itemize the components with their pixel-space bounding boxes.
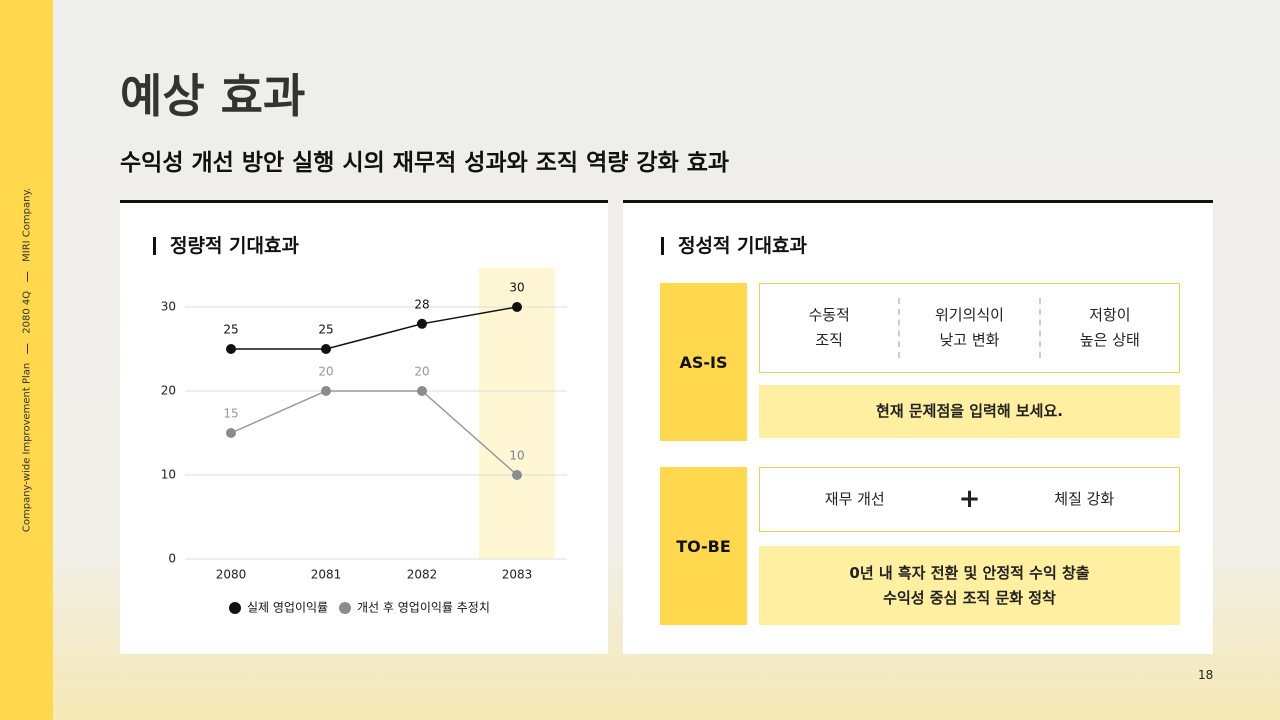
value-label: 30	[509, 281, 524, 295]
plan-name: Company-wide Improvement Plan	[21, 362, 33, 533]
sidebar	[0, 0, 53, 720]
value-label: 10	[509, 449, 524, 463]
to-be-item: 재무 개선	[824, 490, 885, 508]
separator	[26, 343, 28, 354]
y-tick-label: 0	[168, 552, 176, 566]
period: 2080 4Q	[21, 290, 33, 334]
y-tick-label: 30	[161, 300, 176, 314]
y-tick-label: 10	[161, 468, 176, 482]
value-label: 15	[223, 407, 238, 421]
x-tick-label: 2080	[216, 568, 247, 582]
series-line	[231, 306, 518, 350]
point	[512, 302, 522, 312]
to-be-note: 0년 내 흑자 전환 및 안정적 수익 창출 수익성 중심 조직 문화 정착	[759, 546, 1180, 625]
as-is-label: AS-IS	[660, 283, 747, 441]
panel-heading: 정성적 기대효과	[661, 237, 807, 256]
title: 예상 효과	[120, 69, 306, 123]
legend-marker	[339, 602, 351, 614]
to-be-label: TO-BE	[660, 467, 747, 625]
series-line	[230, 390, 518, 476]
as-is-note: 현재 문제점을 입력해 보세요.	[759, 385, 1180, 438]
separator	[26, 271, 28, 282]
company: MIRI Company.	[21, 187, 33, 262]
x-tick-label: 2082	[407, 568, 438, 582]
point	[417, 386, 427, 396]
value-label: 28	[414, 297, 429, 311]
divider	[898, 298, 901, 358]
as-is-items: 수동적 조직 위기의식이 낮고 변화 저항이 높은 상태	[759, 283, 1180, 373]
left-panel: 정량적 기대효과 0 10 20 30 2080 2081 2082 2083 25 25 28 30…	[120, 200, 608, 654]
subtitle: 수익성 개선 방안 실행 시의 재무적 성과와 조직 역량 강화 효과	[120, 150, 730, 176]
legend-marker	[229, 602, 241, 614]
to-be-item: 체질 강화	[1054, 490, 1115, 508]
page-number: 18	[1198, 668, 1214, 682]
point	[417, 318, 427, 329]
point	[512, 470, 522, 480]
point	[226, 344, 236, 354]
point	[226, 428, 236, 438]
operator: +	[958, 484, 981, 514]
x-tick-label: 2083	[502, 568, 533, 582]
y-tick-label: 20	[161, 384, 176, 398]
as-is-item: 위기의식이 낮고 변화	[934, 306, 1004, 349]
as-is-item: 수동적 조직	[808, 306, 850, 349]
panel-heading: 정량적 기대효과	[153, 237, 299, 256]
x-tick-label: 2081	[311, 568, 342, 582]
divider	[1038, 298, 1041, 358]
chart: 0 10 20 30 2080 2081 2082 2083 25 25 28 30 15 20 20 10 실…	[161, 268, 567, 615]
value-label: 20	[414, 365, 429, 379]
highlight-band	[479, 268, 555, 559]
to-be-items: 재무 개선 + 체질 강화	[759, 467, 1180, 532]
point	[321, 344, 331, 354]
value-label: 25	[318, 323, 333, 337]
value-label: 20	[318, 365, 333, 379]
legend-label: 개선 후 영업이익률 추정치	[357, 601, 490, 615]
legend-label: 실제 영업이익률	[247, 601, 328, 615]
point	[321, 386, 331, 396]
sidebar-text: Company-wide Improvement Plan 2080 4Q MI…	[22, 188, 33, 532]
value-label: 25	[223, 323, 238, 337]
as-is-item: 저항이 높은 상태	[1079, 306, 1140, 349]
